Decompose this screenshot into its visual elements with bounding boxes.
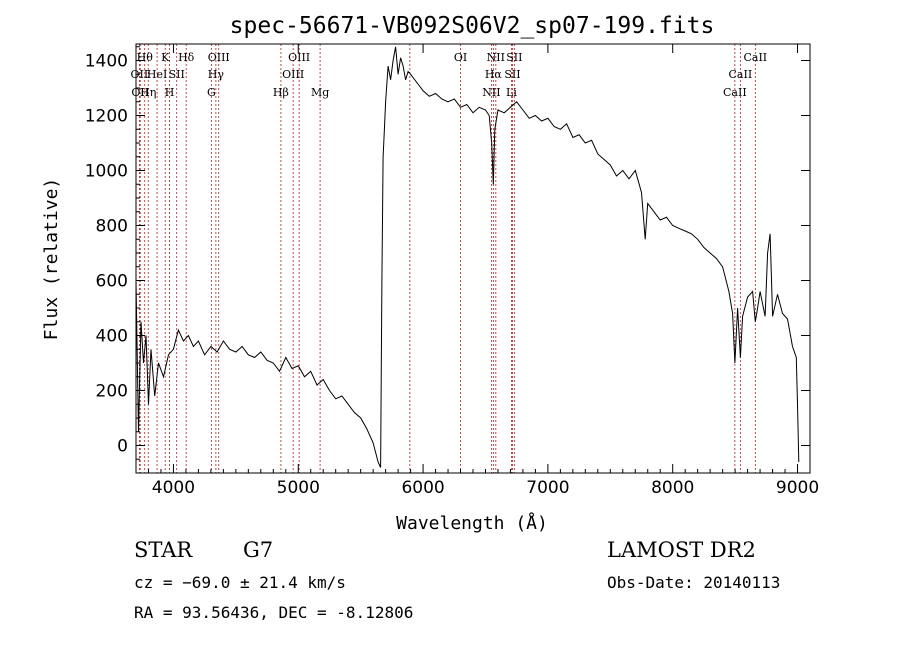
x-axis-ticks: 4000 5000 6000 7000 8000 9000 (135, 44, 819, 498)
spectral-line-label: OIII (282, 68, 304, 81)
redshift-velocity: cz = −69.0 ± 21.4 km/s (134, 573, 346, 592)
spectral-line-label: Hθ (137, 51, 154, 64)
spectral-line-label: Li (506, 86, 517, 99)
sky-coordinates: RA = 93.56436, DEC = -8.12806 (134, 603, 414, 622)
y-tick-label: 0 (117, 437, 128, 457)
spectral-line-label: Mg (311, 86, 329, 99)
spectral-line-label: HeI (147, 68, 167, 81)
spectral-line-label: OI (454, 51, 467, 64)
survey-name: LAMOST DR2 (607, 538, 756, 562)
y-tick-label: 600 (96, 272, 128, 292)
y-tick-label: 400 (96, 327, 128, 347)
y-tick-label: 1200 (85, 107, 128, 127)
spectral-line-label: H (165, 86, 175, 99)
spectral-line-label: CaII (729, 68, 753, 81)
x-tick-label: 8000 (651, 478, 694, 498)
spectral-line-label: Hγ (208, 68, 225, 81)
x-tick-label: 5000 (277, 478, 320, 498)
x-tick-label: 6000 (401, 478, 444, 498)
observation-date: Obs-Date: 20140113 (607, 573, 781, 592)
spectral-line-label: K (161, 51, 170, 64)
spectral-line-label: OIII (288, 51, 310, 64)
spectral-line-label: NII (482, 86, 500, 99)
spectral-line-label: G (207, 86, 216, 99)
x-tick-label: 7000 (526, 478, 569, 498)
spectral-line-label: Hβ (273, 86, 289, 99)
y-tick-label: 200 (96, 382, 128, 402)
spectral-line-label: Hα (485, 68, 503, 81)
plot-frame (135, 43, 811, 474)
spectral-line-label: CaII (723, 86, 747, 99)
x-axis-label: Wavelength (Å) (396, 512, 548, 534)
spectral-line-labels: OIIOIIHθHηHeIKHSIIHδGHγOIIIHβOIIIOIIIMgO… (131, 51, 768, 99)
y-tick-label: 1400 (85, 52, 128, 72)
spectral-line-label: CaII (743, 51, 767, 64)
x-tick-label: 9000 (776, 478, 819, 498)
x-tick-label: 4000 (152, 478, 195, 498)
spectral-line-label: SII (506, 51, 522, 64)
spectral-line-label: OIII (208, 51, 230, 64)
object-class: STAR (134, 538, 193, 562)
chart-title: spec-56671-VB092S06V2_sp07-199.fits (230, 13, 715, 39)
object-subclass: G7 (243, 538, 274, 562)
spectral-line-label: Hη (140, 86, 156, 99)
spectral-line-label: SII (504, 68, 520, 81)
y-tick-label: 800 (96, 217, 128, 237)
y-axis-ticks: 0 200 400 600 800 1000 1200 1400 (85, 46, 810, 474)
y-axis-label: Flux (relative) (41, 178, 62, 341)
spectral-line-label: SII (169, 68, 185, 81)
spectral-line-label: Hδ (178, 51, 195, 64)
flux-spectrum-line (135, 46, 800, 468)
spectral-line-label: NII (487, 51, 505, 64)
spectral-line-markers (138, 44, 756, 473)
y-tick-label: 1000 (85, 162, 128, 182)
